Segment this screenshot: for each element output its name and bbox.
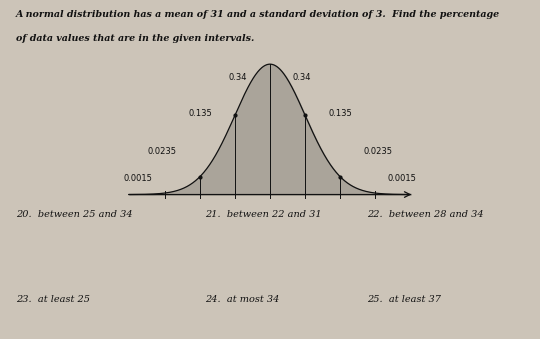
Text: A normal distribution has a mean of 31 and a standard deviation of 3.  Find the : A normal distribution has a mean of 31 a… (16, 10, 501, 19)
Text: 0.0235: 0.0235 (363, 147, 392, 156)
Text: 0.0015: 0.0015 (123, 174, 152, 183)
Text: 0.34: 0.34 (293, 73, 312, 82)
Text: 0.0235: 0.0235 (148, 147, 177, 156)
Text: 0.135: 0.135 (188, 109, 212, 118)
Text: 20.  between 25 and 34: 20. between 25 and 34 (16, 210, 133, 219)
Text: 0.0015: 0.0015 (388, 174, 417, 183)
Text: 24.  at most 34: 24. at most 34 (205, 295, 280, 304)
Text: 25.  at least 37: 25. at least 37 (367, 295, 441, 304)
Text: 23.  at least 25: 23. at least 25 (16, 295, 90, 304)
Text: 22.  between 28 and 34: 22. between 28 and 34 (367, 210, 484, 219)
Text: 0.34: 0.34 (228, 73, 247, 82)
Text: 21.  between 22 and 31: 21. between 22 and 31 (205, 210, 322, 219)
Text: of data values that are in the given intervals.: of data values that are in the given int… (16, 34, 254, 43)
Text: 0.135: 0.135 (328, 109, 352, 118)
